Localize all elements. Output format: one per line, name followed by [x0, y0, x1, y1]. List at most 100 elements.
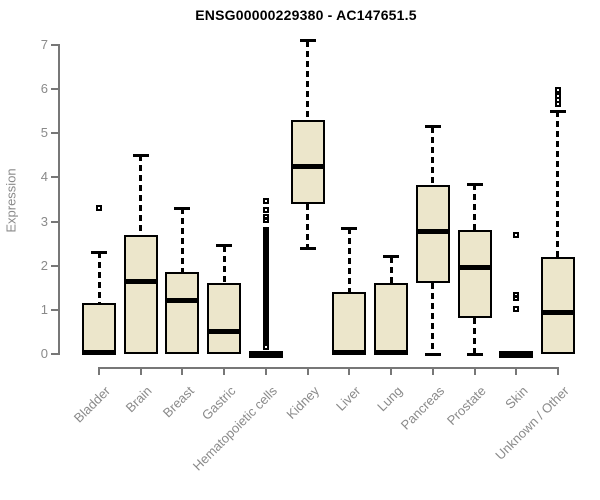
outlier-point	[513, 294, 520, 301]
x-tick	[431, 367, 434, 375]
outlier-point	[96, 205, 102, 212]
median-kidney	[290, 163, 325, 169]
box-kidney	[290, 120, 325, 204]
whisker-upper-brain	[139, 155, 143, 235]
box-brain	[123, 234, 158, 354]
box-gastric	[207, 283, 242, 354]
outlier-point	[554, 87, 561, 94]
whisker-cap-upper-breast	[174, 206, 191, 210]
x-tick-label-lung: Lung	[374, 383, 406, 415]
whisker-cap-upper-gastric	[216, 244, 233, 248]
y-tick-label: 4	[40, 169, 48, 185]
whisker-cap-upper-pancreas	[424, 125, 441, 129]
whisker-lower-kidney	[306, 203, 310, 249]
y-tick-label: 3	[40, 213, 48, 229]
median-pancreas	[415, 228, 450, 234]
x-tick-label-bladder: Bladder	[71, 383, 114, 426]
outlier-point	[262, 217, 269, 224]
median-prostate	[457, 265, 492, 271]
box-pancreas	[415, 185, 450, 284]
whisker-cap-lower-prostate	[466, 352, 483, 356]
whisker-cap-lower-pancreas	[424, 352, 441, 356]
y-tick-label: 1	[40, 301, 48, 317]
y-tick-label: 6	[40, 81, 48, 97]
whisker-lower-prostate	[473, 317, 477, 354]
box-lung	[374, 283, 409, 354]
x-tick-label-skin: Skin	[502, 383, 531, 412]
whisker-upper-gastric	[222, 245, 226, 284]
whisker-cap-upper-lung	[383, 255, 400, 259]
x-tick	[98, 367, 100, 375]
y-tick	[51, 176, 58, 179]
x-tick-label-liver: Liver	[333, 383, 364, 414]
box-prostate	[457, 229, 492, 318]
box-bladder	[82, 303, 116, 354]
whisker-lower-pancreas	[431, 283, 435, 354]
x-tick-label-gastric: Gastric	[198, 383, 239, 423]
x-tick	[515, 367, 518, 375]
x-tick-label-brain: Brain	[122, 383, 156, 416]
whisker-upper-kidney	[306, 40, 310, 121]
x-tick	[348, 367, 351, 375]
whisker-upper-breast	[180, 208, 184, 273]
y-tick	[51, 132, 58, 135]
y-axis-line	[58, 44, 60, 355]
x-tick	[390, 367, 393, 375]
whisker-upper-pancreas	[431, 126, 435, 186]
median-lung	[374, 349, 409, 355]
outlier-point	[262, 227, 269, 234]
y-tick-label: 0	[40, 346, 48, 361]
whisker-cap-upper-prostate	[466, 182, 483, 186]
chart-title: ENSG00000229380 - AC147651.5	[195, 7, 417, 23]
outlier-point	[262, 207, 269, 214]
x-tick	[473, 367, 476, 375]
median-breast	[165, 297, 200, 303]
outlier-point	[262, 197, 269, 204]
x-tick	[556, 367, 559, 375]
x-axis-line	[98, 367, 559, 369]
whisker-cap-upper-brain	[132, 153, 149, 157]
y-axis-label: Expression	[3, 168, 19, 233]
x-tick	[223, 367, 226, 375]
y-tick-label: 7	[40, 37, 48, 53]
median-gastric	[207, 329, 242, 335]
y-tick	[51, 308, 58, 311]
y-tick	[51, 353, 58, 355]
whisker-upper-liver	[347, 228, 351, 293]
box-breast	[165, 272, 200, 354]
y-tick	[51, 264, 58, 267]
y-tick	[51, 44, 58, 47]
median-liver	[332, 349, 367, 355]
whisker-upper-bladder	[97, 252, 101, 304]
x-tick	[306, 367, 309, 375]
median-skin	[499, 350, 534, 358]
x-tick	[264, 367, 267, 375]
box-unknown-other	[540, 256, 575, 354]
y-tick-label: 2	[40, 257, 48, 273]
whisker-cap-upper-liver	[341, 226, 358, 230]
median-bladder	[82, 349, 116, 355]
median-hematopoietic-cells	[248, 350, 283, 358]
whisker-cap-upper-unknown-other	[549, 109, 566, 113]
median-brain	[123, 278, 158, 284]
whisker-upper-prostate	[473, 184, 477, 230]
x-tick-label-prostate: Prostate	[444, 383, 489, 429]
y-tick-label: 5	[40, 125, 48, 141]
whisker-cap-upper-kidney	[299, 39, 316, 43]
whisker-upper-unknown-other	[556, 111, 560, 257]
whisker-upper-lung	[389, 256, 393, 284]
outlier-point	[554, 101, 561, 108]
x-tick-label-pancreas: Pancreas	[397, 383, 448, 433]
x-tick-label-kidney: Kidney	[283, 383, 322, 422]
box-liver	[332, 292, 367, 354]
x-tick	[139, 367, 142, 375]
x-tick-label-breast: Breast	[159, 383, 197, 421]
whisker-cap-upper-bladder	[91, 250, 107, 254]
y-tick	[51, 88, 58, 91]
outlier-point	[513, 231, 520, 238]
y-tick	[51, 220, 58, 223]
x-tick	[181, 367, 184, 375]
outlier-point	[513, 305, 520, 312]
whisker-cap-lower-kidney	[299, 246, 316, 250]
